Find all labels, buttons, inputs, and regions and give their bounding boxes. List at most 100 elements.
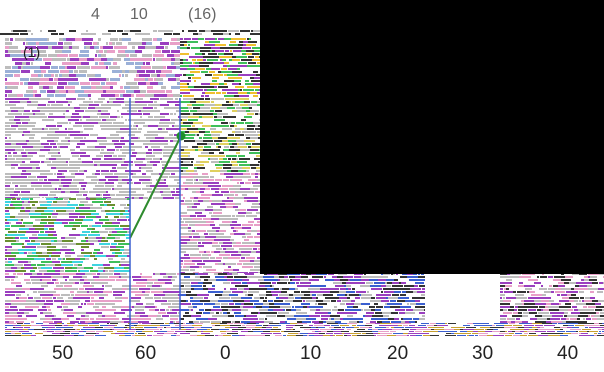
block-mid-left xyxy=(139,167,141,169)
block-mid-mid xyxy=(211,131,222,133)
bottom-text-row xyxy=(153,335,163,336)
block-mid-mid xyxy=(189,164,193,166)
block-bottom-mid xyxy=(351,297,355,299)
block-mid-left xyxy=(158,128,162,130)
block-top-left xyxy=(156,70,161,73)
block-mid-mid xyxy=(184,137,194,139)
block-colour-left xyxy=(82,264,91,266)
block-bottom-right xyxy=(582,321,587,323)
block-colour-left xyxy=(100,204,104,206)
bottom-text-row xyxy=(31,335,36,336)
block-colour-left xyxy=(42,240,51,242)
block-bottom-left xyxy=(65,279,67,281)
bottom-text-row xyxy=(270,335,275,336)
block-bottom-right xyxy=(576,303,586,305)
block-mid-left xyxy=(84,128,93,130)
block-mid-left xyxy=(148,149,152,151)
block-top-left xyxy=(134,78,145,81)
bottom-text-row xyxy=(596,327,604,328)
block-bottom-mid xyxy=(370,291,372,293)
bottom-text-row xyxy=(96,333,99,334)
block-bottom-mid xyxy=(406,294,414,296)
block-colour-left xyxy=(103,207,111,209)
block-mid-left xyxy=(69,161,73,163)
bottom-text-row xyxy=(532,323,542,324)
block-colour-left xyxy=(30,270,35,272)
block-bottom-mid xyxy=(289,312,296,314)
block-mid-mid xyxy=(180,164,189,166)
stripe-layer xyxy=(0,30,604,336)
block-bottom-right xyxy=(554,276,565,278)
block-mid-left xyxy=(112,140,119,142)
block-colour-left xyxy=(26,207,31,209)
bottom-text-row xyxy=(16,325,21,326)
block-mid-left xyxy=(151,113,156,115)
block-mid-left xyxy=(102,167,111,169)
block-lower-mid xyxy=(180,245,190,247)
bottom-text-row xyxy=(157,327,163,328)
block-colour-left xyxy=(115,252,122,254)
block-bottom-mid xyxy=(414,294,420,296)
block-mid-left xyxy=(51,155,54,157)
block-bottom-mid xyxy=(197,294,203,296)
bottom-text-row xyxy=(175,325,182,326)
block-top-left xyxy=(128,46,132,49)
bottom-text-row xyxy=(344,335,347,336)
bottom-text-row xyxy=(124,327,127,328)
block-top-left xyxy=(89,54,95,57)
block-top-mid xyxy=(254,65,260,67)
block-mid-left xyxy=(34,104,38,106)
block-mid-left xyxy=(64,134,67,136)
block-mid-mid xyxy=(190,113,193,115)
block-mid-left xyxy=(30,110,32,112)
block-bottom-mid xyxy=(229,294,238,296)
bottom-text-row xyxy=(524,329,529,330)
block-mid-mid xyxy=(247,113,254,115)
block-mid-left xyxy=(117,167,127,169)
block-colour-left xyxy=(35,204,39,206)
block-bottom-left xyxy=(53,276,63,278)
block-mid-left xyxy=(160,110,169,112)
block-bottom-mid xyxy=(207,285,212,287)
block-mid-mid xyxy=(234,125,237,127)
block-colour-left xyxy=(29,249,36,251)
block-bottom-mid xyxy=(375,312,382,314)
block-bottom-mid xyxy=(210,294,215,296)
block-lower-mid xyxy=(202,242,212,244)
block-bottom-mid xyxy=(210,312,214,314)
block-mid-left xyxy=(48,110,54,112)
bottom-text-row xyxy=(493,335,504,336)
block-mid-left xyxy=(104,101,106,103)
block-bottom-left xyxy=(63,306,68,308)
block-colour-left xyxy=(28,201,30,203)
block-lower-mid xyxy=(180,179,186,181)
block-lower-mid xyxy=(255,245,260,247)
block-bottom-mid xyxy=(244,300,250,302)
block-lower-mid xyxy=(232,215,235,217)
block-bottom-mid xyxy=(257,315,266,317)
block-mid-left xyxy=(99,116,109,118)
block-mid-left xyxy=(153,104,160,106)
block-bottom-left xyxy=(34,273,37,275)
block-bottom-mid xyxy=(388,276,399,278)
block-mid-left xyxy=(5,164,11,166)
block-mid-left xyxy=(169,125,171,127)
block-bottom-left xyxy=(157,315,161,317)
bottom-text-row xyxy=(568,325,574,326)
bottom-text-row xyxy=(437,327,444,328)
block-bottom-left xyxy=(22,294,26,296)
block-bottom-mid xyxy=(312,276,323,278)
block-top-mid xyxy=(209,41,220,43)
block-mid-mid xyxy=(235,134,244,136)
block-bottom-left xyxy=(122,285,132,287)
block-lower-mid xyxy=(239,248,248,250)
block-bottom-mid xyxy=(323,294,326,296)
block-lower-mid xyxy=(199,248,203,250)
block-lower-mid xyxy=(251,176,255,178)
block-colour-left xyxy=(58,258,61,260)
block-lower-mid xyxy=(195,269,206,271)
bottom-text-row xyxy=(232,331,238,332)
block-top-left xyxy=(7,86,18,89)
block-bottom-mid xyxy=(353,315,362,317)
block-top-left xyxy=(73,62,81,65)
